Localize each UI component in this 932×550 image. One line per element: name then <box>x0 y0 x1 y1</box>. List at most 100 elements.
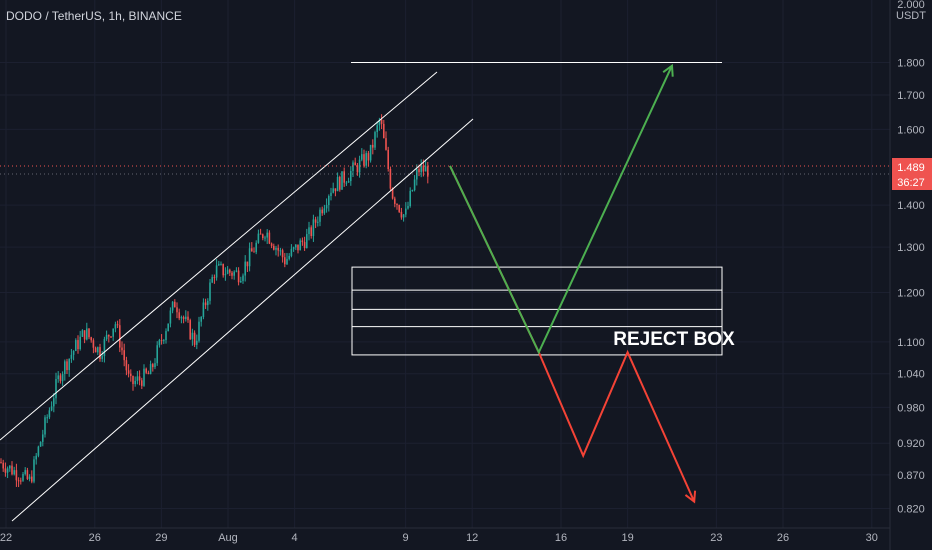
candle-body <box>308 227 310 235</box>
candle-body <box>4 468 7 473</box>
candle-body <box>86 328 88 340</box>
candle-body <box>178 312 180 319</box>
candle-body <box>284 257 286 265</box>
candle-body <box>264 237 266 239</box>
candle-body <box>301 240 304 243</box>
candle-body <box>420 165 422 173</box>
candle-body <box>365 153 367 166</box>
candle-body <box>9 465 11 469</box>
candle-body <box>400 211 403 218</box>
candle-body <box>202 302 205 317</box>
candle-body <box>57 375 59 380</box>
candle-body <box>176 307 178 313</box>
x-tick-label: 22 <box>0 532 12 544</box>
candle-body <box>255 242 257 253</box>
candle-body <box>394 198 396 204</box>
candle-body <box>31 476 33 482</box>
y-tick-label: 1.800 <box>897 58 925 70</box>
x-tick-label: 19 <box>621 532 633 544</box>
green-projection-path <box>449 65 673 355</box>
channel-upper-line <box>0 71 438 441</box>
candle-body <box>13 470 15 475</box>
candle-body <box>189 320 191 340</box>
candle-body <box>273 245 275 250</box>
candle-body <box>325 205 328 209</box>
candle-body <box>213 277 216 279</box>
y-tick-label: 0.820 <box>897 504 925 516</box>
channel-lower-line <box>11 118 474 522</box>
candle-body <box>182 317 185 319</box>
candle-body <box>288 255 290 259</box>
candle-body <box>99 347 101 359</box>
candle-body <box>235 270 238 272</box>
candle-body <box>136 376 139 381</box>
candle-body <box>180 317 183 319</box>
candle-body <box>68 358 70 371</box>
candle-body <box>369 144 372 161</box>
y-tick-label: 1.300 <box>897 242 925 254</box>
candle-body <box>141 380 143 386</box>
candle-body <box>242 275 244 281</box>
candle-body <box>387 149 389 170</box>
candle-body <box>20 480 22 482</box>
candle-body <box>22 473 24 481</box>
candle-body <box>174 301 176 308</box>
y-tick-label: 1.040 <box>897 369 925 381</box>
candle-body <box>292 247 295 249</box>
candle-body <box>53 398 55 407</box>
y-tick-label: 1.700 <box>897 90 925 102</box>
candle-body <box>220 263 222 265</box>
candle-body <box>193 332 196 345</box>
candle-body <box>398 205 400 212</box>
y-tick-label: 0.920 <box>897 438 925 450</box>
candle-body <box>48 410 51 418</box>
candle-body <box>24 470 26 474</box>
candle-body <box>101 356 103 359</box>
x-tick-label: 23 <box>710 532 722 544</box>
candle-body <box>105 334 108 340</box>
candle-body <box>114 324 117 329</box>
candle-body <box>396 203 398 206</box>
candle-body <box>354 162 356 166</box>
candle-body <box>372 144 374 148</box>
candle-body <box>259 233 262 235</box>
candle-body <box>42 434 44 442</box>
candle-body <box>156 345 158 364</box>
candle-body <box>383 123 385 139</box>
y-tick-label: 0.980 <box>897 402 925 414</box>
candle-body <box>339 176 341 190</box>
candle-body <box>143 368 145 386</box>
candle-body <box>277 247 279 251</box>
current-price-value: 1.489 <box>897 162 925 174</box>
candle-body <box>66 361 68 371</box>
candle-body <box>169 310 172 324</box>
candle-body <box>125 360 128 371</box>
candle-body <box>332 188 334 193</box>
candle-body <box>94 347 97 353</box>
candle-body <box>402 214 405 218</box>
candle-body <box>209 282 211 301</box>
currency-label: USDT <box>896 10 926 22</box>
candle-body <box>297 244 299 251</box>
candle-body <box>295 244 297 248</box>
candle-body <box>17 480 20 482</box>
x-tick-label: 16 <box>555 532 567 544</box>
candle-body <box>154 363 156 368</box>
y-tick-label: 1.200 <box>897 288 925 300</box>
y-tick-label: 2.000 <box>897 0 925 11</box>
candle-body <box>211 277 213 283</box>
candle-body <box>103 339 106 357</box>
candle-body <box>358 159 361 173</box>
candle-body <box>134 380 136 385</box>
candle-body <box>215 265 218 278</box>
candle-body <box>317 221 319 223</box>
x-tick-label: 29 <box>155 532 167 544</box>
candle-body <box>59 375 62 382</box>
candle-body <box>39 441 42 447</box>
candle-body <box>413 179 416 191</box>
x-tick-label: 30 <box>866 532 878 544</box>
candle-body <box>257 233 260 243</box>
candle-body <box>229 269 231 273</box>
